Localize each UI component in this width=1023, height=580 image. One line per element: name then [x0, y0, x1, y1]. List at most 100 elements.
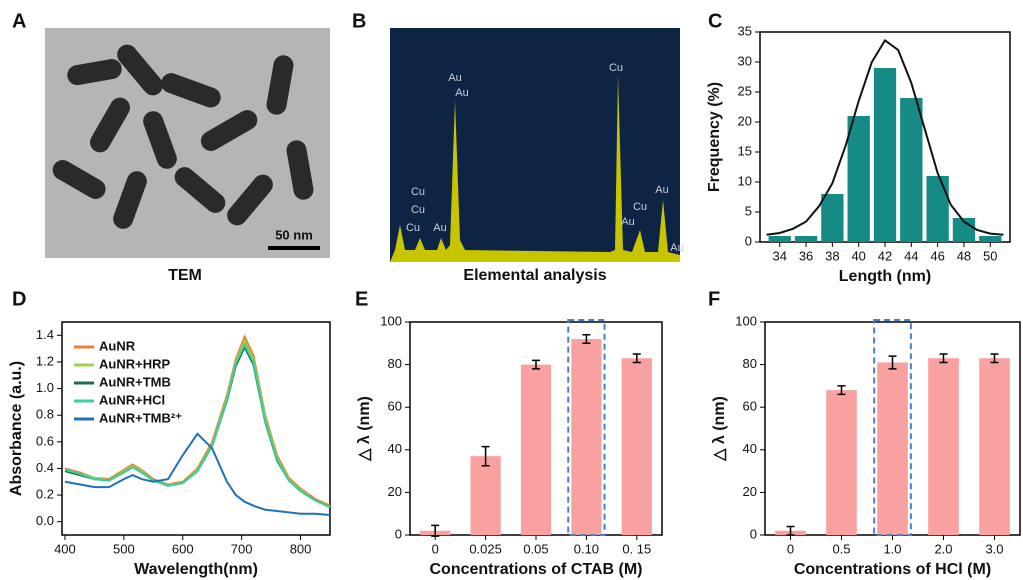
peak-label: Cu [411, 204, 425, 216]
legend-label: AuNR+HCl [99, 392, 165, 407]
y-tick-label: 100 [735, 313, 757, 328]
x-axis-label: Length (nm) [839, 268, 931, 285]
x-tick-label: 36 [799, 248, 813, 263]
bar [877, 362, 908, 535]
peak-label: Cu [609, 62, 623, 74]
y-tick-label: 1.4 [36, 327, 54, 342]
fit-curve [766, 38, 1004, 236]
bar [926, 176, 949, 242]
error-bar [632, 353, 641, 364]
eds-trace [390, 75, 680, 262]
x-axis-label: Wavelength(nm) [134, 561, 258, 578]
y-tick-label: 0.0 [36, 513, 54, 528]
y-axis-label: △ λ (nm) [711, 396, 728, 462]
x-tick-label: 40 [851, 248, 865, 263]
error-bar [939, 353, 948, 364]
panel-label: C [708, 10, 722, 32]
y-tick-label: 0.2 [36, 487, 54, 502]
scale-label: 50 nm [275, 227, 313, 242]
y-tick-label: 30 [738, 53, 752, 68]
error-bar [481, 445, 490, 467]
x-tick-label: 0. 15 [622, 541, 651, 556]
peak-label: Au [670, 242, 683, 254]
x-axis-label: Concentrations of CTAB (M) [429, 561, 642, 578]
y-tick-label: 15 [738, 143, 752, 158]
y-axis-label: △ λ (nm) [356, 396, 373, 462]
x-tick-label: 3.0 [985, 541, 1003, 556]
y-tick-label: 60 [388, 399, 402, 414]
y-tick-label: 5 [745, 203, 752, 218]
bar [571, 339, 602, 535]
nanorods [52, 44, 314, 229]
x-tick-label: 0 [787, 541, 794, 556]
panel-label: B [352, 10, 366, 32]
legend-label: AuNR+TMB [99, 374, 171, 389]
y-tick-label: 0 [750, 526, 757, 541]
y-tick-label: 40 [388, 441, 402, 456]
x-tick-label: 0.025 [469, 541, 502, 556]
y-tick-label: 0 [745, 233, 752, 248]
y-tick-label: 0.6 [36, 433, 54, 448]
error-bar [888, 355, 897, 370]
x-tick-label: 1.0 [883, 541, 901, 556]
panel-label: A [12, 10, 26, 32]
x-tick-label: 50 [983, 248, 997, 263]
x-tick-label: 700 [231, 541, 253, 556]
eds-spectrum [390, 28, 680, 262]
x-tick-label: 42 [878, 248, 892, 263]
peak-label: Au [448, 72, 461, 84]
y-tick-label: 35 [738, 23, 752, 38]
x-tick-label: 44 [904, 248, 918, 263]
bar [621, 358, 652, 535]
x-axis-label: Concentrations of HCl (M) [794, 561, 991, 578]
x-tick-label: 600 [172, 541, 194, 556]
highlight-box [873, 319, 912, 536]
peak-label: Au [455, 87, 468, 99]
x-tick-label: 0.10 [574, 541, 599, 556]
legend-label: AuNR+TMB²⁺ [99, 410, 182, 425]
x-tick-label: 0 [432, 541, 439, 556]
panel-label: F [708, 288, 720, 310]
y-tick-label: 60 [743, 399, 757, 414]
bar [826, 390, 857, 535]
bar [520, 364, 552, 535]
peak-label: Cu [406, 222, 420, 234]
x-tick-label: 46 [930, 248, 944, 263]
y-tick-label: 0.4 [36, 460, 54, 475]
y-tick-label: 100 [380, 313, 402, 328]
axes-frame [61, 321, 331, 536]
caption: Elemental analysis [463, 267, 606, 284]
panel-label: D [12, 288, 26, 310]
legend-label: AuNR+HRP [99, 356, 170, 371]
x-tick-label: 500 [113, 541, 135, 556]
x-tick-label: 34 [773, 248, 787, 263]
x-tick-label: 48 [957, 248, 971, 263]
y-tick-label: 0.8 [36, 407, 54, 422]
y-tick-label: 80 [388, 356, 402, 371]
peak-label: Au [433, 222, 446, 234]
error-bar [582, 334, 591, 345]
y-tick-label: 0 [395, 526, 402, 541]
peak-label: Au [655, 184, 668, 196]
y-tick-label: 10 [738, 173, 752, 188]
y-axis-label: Frequency (%) [706, 82, 723, 192]
y-tick-label: 1.0 [36, 380, 54, 395]
y-tick-label: 25 [738, 83, 752, 98]
bar [900, 98, 923, 242]
panel-label: E [355, 288, 368, 310]
bar [794, 236, 818, 242]
y-tick-label: 20 [738, 113, 752, 128]
peak-label: Cu [633, 201, 647, 213]
error-bar [990, 353, 999, 364]
bar [979, 358, 1010, 535]
legend-label: AuNR [99, 338, 136, 353]
bar [847, 116, 870, 242]
y-tick-label: 40 [743, 441, 757, 456]
bar [873, 68, 897, 242]
x-tick-label: 38 [825, 248, 839, 263]
y-tick-label: 20 [743, 484, 757, 499]
caption: TEM [168, 267, 202, 284]
error-bar [837, 385, 846, 396]
y-axis-label: Absorbance (a.u.) [8, 361, 25, 496]
